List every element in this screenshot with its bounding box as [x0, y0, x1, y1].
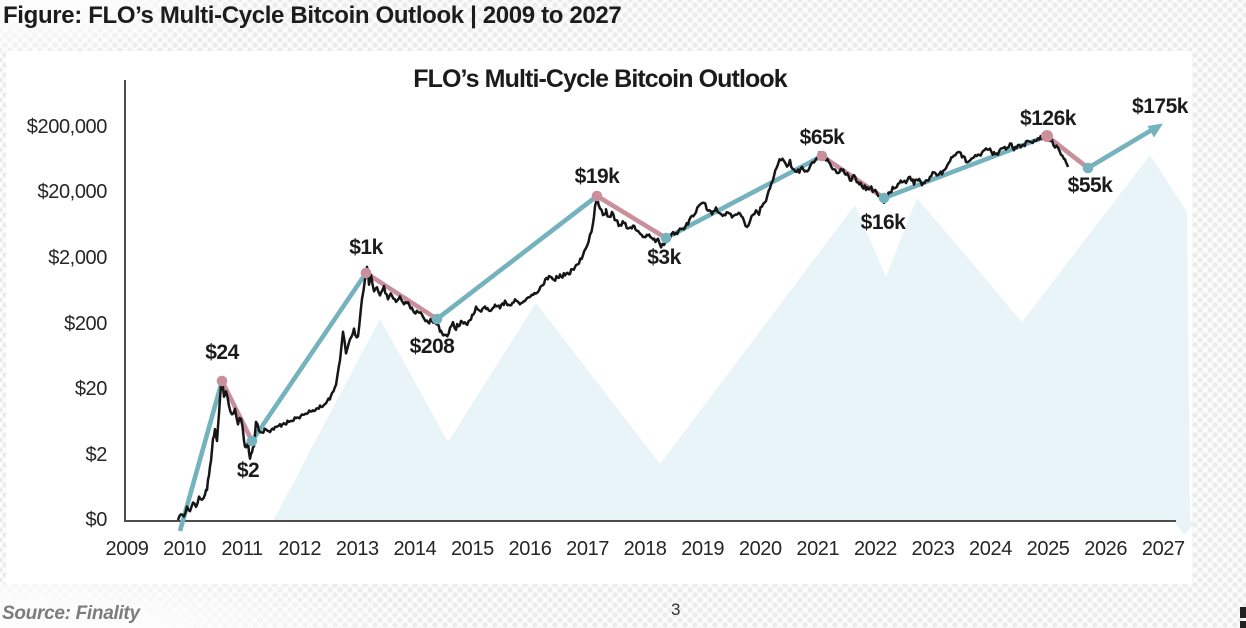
svg-text:2015: 2015 [451, 538, 494, 560]
svg-text:$2: $2 [237, 459, 259, 482]
svg-text:2013: 2013 [336, 538, 379, 560]
svg-text:2014: 2014 [393, 538, 436, 560]
svg-text:$0: $0 [86, 509, 108, 531]
svg-text:$2: $2 [86, 444, 108, 466]
svg-text:$20,000: $20,000 [38, 181, 108, 203]
svg-text:2016: 2016 [509, 538, 552, 560]
svg-text:$208: $208 [410, 335, 456, 358]
svg-text:$19k: $19k [575, 165, 621, 188]
svg-text:$126k: $126k [1020, 107, 1077, 130]
svg-text:2025: 2025 [1027, 538, 1070, 560]
svg-text:2024: 2024 [969, 538, 1012, 560]
svg-text:$24: $24 [205, 341, 239, 364]
svg-text:2010: 2010 [163, 538, 206, 560]
svg-text:2022: 2022 [854, 538, 897, 560]
svg-text:2027: 2027 [1142, 538, 1185, 560]
svg-text:2026: 2026 [1084, 538, 1127, 560]
svg-text:$20: $20 [75, 378, 107, 400]
svg-text:$175k: $175k [1132, 95, 1189, 118]
svg-text:2011: 2011 [221, 538, 263, 560]
svg-text:2020: 2020 [739, 538, 782, 560]
svg-text:2009: 2009 [106, 538, 149, 560]
svg-text:2023: 2023 [912, 538, 955, 560]
svg-text:$1k: $1k [349, 236, 383, 259]
svg-text:FLO’s Multi-Cycle Bitcoin Outl: FLO’s Multi-Cycle Bitcoin Outlook [413, 65, 788, 93]
svg-text:$200,000: $200,000 [27, 116, 107, 138]
svg-text:$65k: $65k [800, 126, 846, 149]
svg-text:$55k: $55k [1068, 174, 1114, 197]
svg-text:2021: 2021 [796, 538, 839, 560]
svg-text:2019: 2019 [681, 538, 724, 560]
svg-text:$2,000: $2,000 [48, 247, 107, 269]
svg-text:$16k: $16k [861, 211, 907, 234]
svg-text:2018: 2018 [624, 538, 667, 560]
svg-text:$200: $200 [64, 313, 107, 335]
svg-text:2017: 2017 [566, 538, 609, 560]
svg-text:$3k: $3k [647, 246, 681, 269]
svg-text:2012: 2012 [278, 538, 321, 560]
